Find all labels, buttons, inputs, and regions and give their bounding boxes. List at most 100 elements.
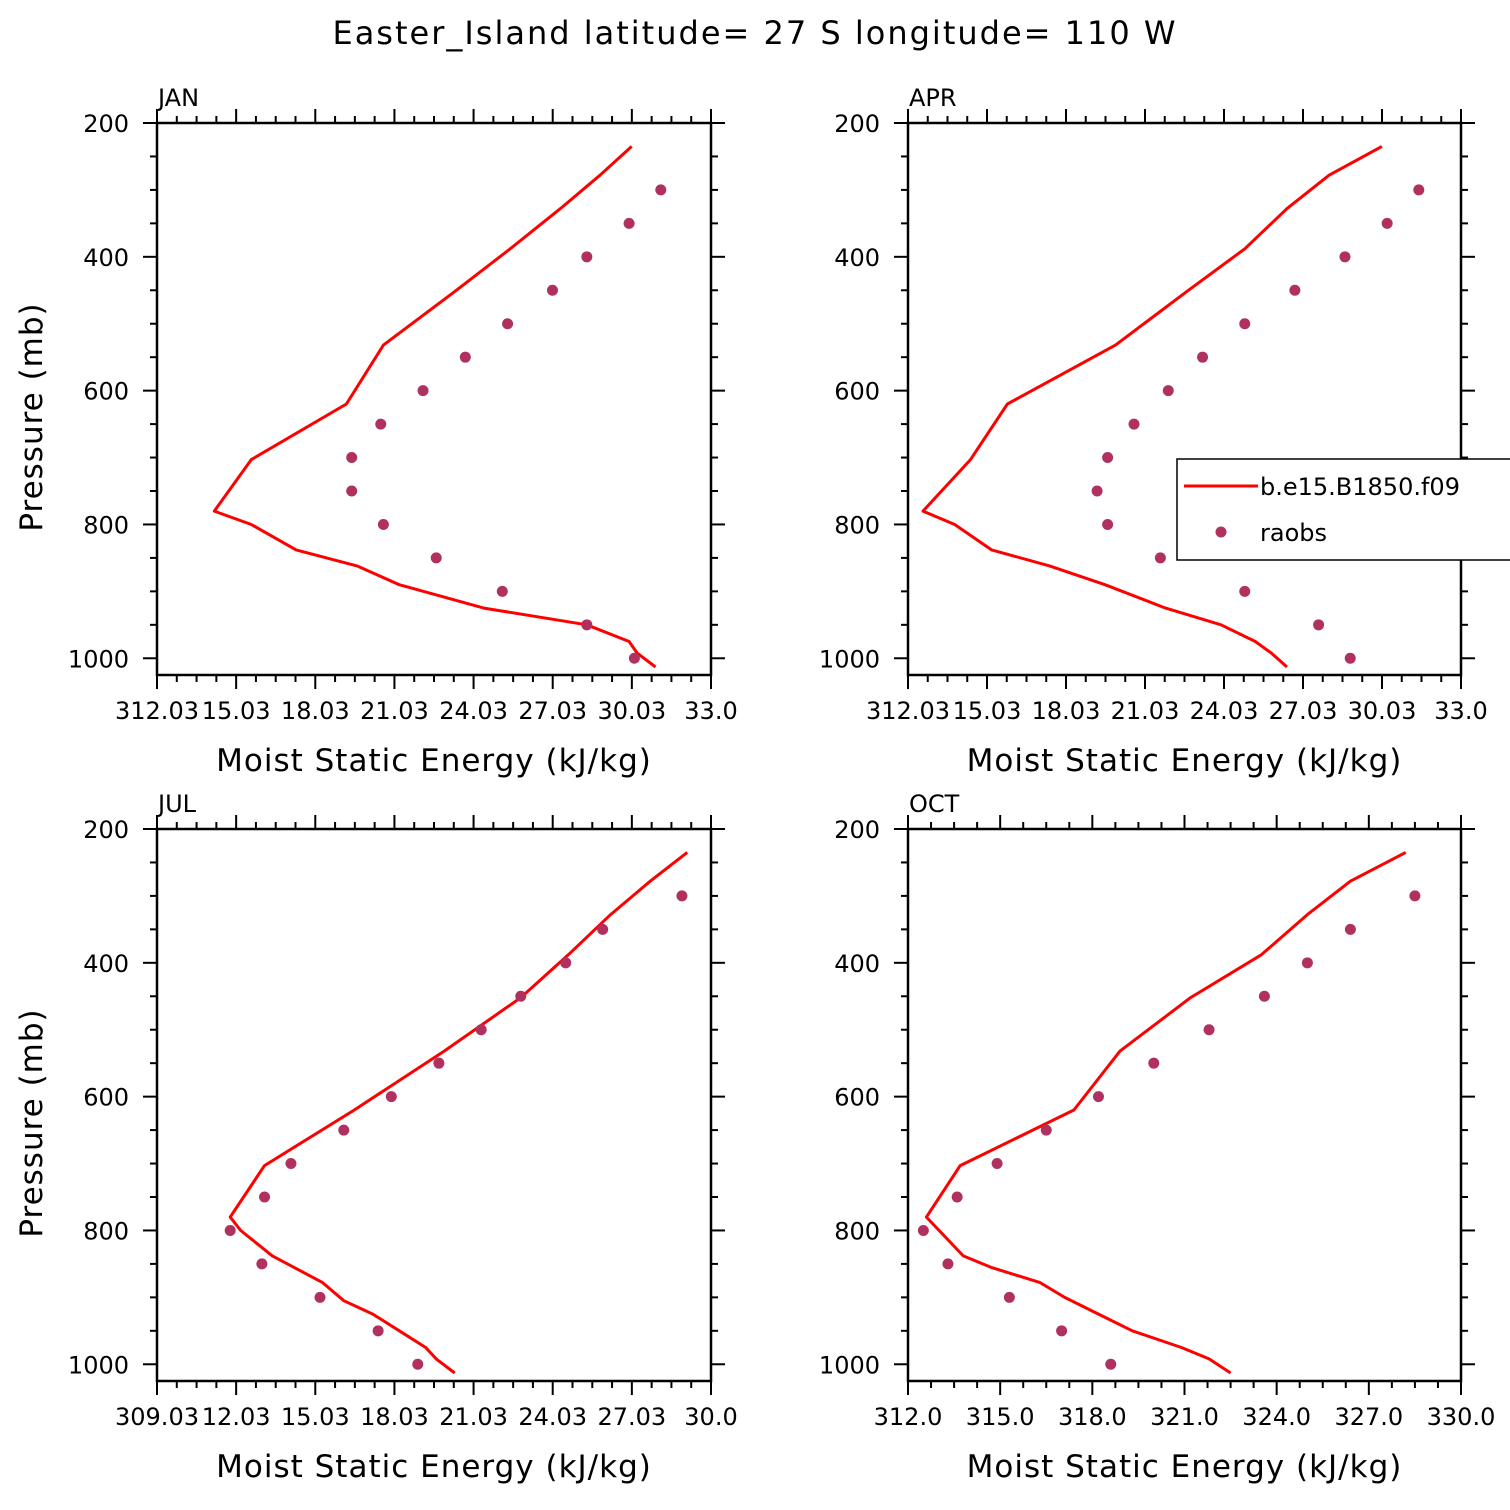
- y-tick-label: 1000: [819, 1351, 880, 1379]
- x-tick-label: 30.03: [1348, 697, 1417, 725]
- panel-oct: OCT 312.0 315.0 318.0 321.0 324.0 327.0 330.0 20…: [819, 790, 1495, 1485]
- x-tick-label: 330.0: [1427, 1403, 1496, 1431]
- x-tick-label: 33.0: [1434, 697, 1487, 725]
- raobs-point: [285, 1158, 297, 1170]
- plot-frame: [155, 121, 713, 677]
- x-tick-label: 321.0: [1150, 1403, 1219, 1431]
- model-series-line: [212, 145, 657, 669]
- panel-label: APR: [909, 84, 957, 112]
- y-tick-label: 1000: [68, 645, 129, 673]
- y-tick-label: 600: [83, 378, 129, 406]
- x-tick-label: 312.03: [866, 697, 950, 725]
- y-tick-label: 200: [83, 110, 129, 138]
- x-tick-label: 27.03: [1269, 697, 1338, 725]
- raobs-point: [459, 351, 471, 363]
- figure-title: Easter_Island latitude= 27 S longitude= …: [332, 14, 1177, 52]
- raobs-point: [377, 518, 389, 530]
- x-axis-label: Moist Static Energy (kJ/kg): [967, 743, 1403, 779]
- raobs-point: [1040, 1124, 1052, 1136]
- x-tick-label: 324.0: [1242, 1403, 1311, 1431]
- raobs-point: [1056, 1325, 1068, 1337]
- x-tick-label: 315.0: [966, 1403, 1035, 1431]
- raobs-point: [628, 652, 640, 664]
- raobs-point: [385, 1091, 397, 1103]
- raobs-point: [515, 990, 527, 1002]
- x-tick-label: 33.0: [684, 697, 737, 725]
- y-axis-label: Pressure (mb): [14, 1008, 50, 1237]
- raobs-point: [917, 1224, 929, 1236]
- raobs-point: [224, 1224, 236, 1236]
- plot-frame: [906, 827, 1463, 1383]
- x-tick-label: 12.03: [202, 1403, 271, 1431]
- panel-label: OCT: [909, 790, 960, 818]
- raobs-point: [581, 251, 593, 263]
- x-tick-label: 21.03: [439, 1403, 508, 1431]
- x-axis-label: Moist Static Energy (kJ/kg): [216, 1449, 652, 1485]
- raobs-point: [1102, 518, 1114, 530]
- x-tick-label: 24.03: [1190, 697, 1259, 725]
- raobs-point: [475, 1024, 487, 1036]
- raobs-point: [991, 1158, 1003, 1170]
- x-tick-label: 27.03: [597, 1403, 666, 1431]
- raobs-point: [412, 1358, 424, 1370]
- x-tick-label: 21.03: [360, 697, 429, 725]
- x-tick-label: 18.03: [360, 1403, 429, 1431]
- raobs-point: [433, 1057, 445, 1069]
- raobs-point: [1197, 351, 1209, 363]
- x-tick-label: 30.03: [597, 697, 666, 725]
- y-tick-label: 600: [83, 1084, 129, 1112]
- raobs-point: [1092, 1091, 1104, 1103]
- x-tick-label: 27.03: [518, 697, 587, 725]
- panel-label: JAN: [156, 84, 199, 112]
- raobs-point: [1344, 652, 1356, 664]
- raobs-point: [1339, 251, 1351, 263]
- raobs-point: [1409, 890, 1421, 902]
- y-tick-label: 1000: [819, 645, 880, 673]
- raobs-point: [375, 418, 387, 430]
- y-tick-label: 800: [834, 511, 880, 539]
- raobs-point: [1091, 485, 1103, 497]
- y-tick-label: 400: [83, 950, 129, 978]
- raobs-point: [676, 890, 688, 902]
- raobs-point: [1239, 585, 1251, 597]
- x-axis-label: Moist Static Energy (kJ/kg): [967, 1449, 1403, 1485]
- x-tick-label: 24.03: [518, 1403, 587, 1431]
- raobs-point: [417, 385, 429, 397]
- plot-frame: [906, 121, 1463, 677]
- raobs-point: [430, 552, 442, 564]
- x-tick-label: 312.0: [874, 1403, 943, 1431]
- x-tick-label: 15.03: [281, 1403, 350, 1431]
- legend: b.e15.B1850.f09 raobs: [1176, 458, 1510, 561]
- raobs-point: [581, 619, 593, 631]
- y-tick-label: 800: [83, 511, 129, 539]
- y-tick-label: 400: [834, 950, 880, 978]
- raobs-point: [655, 184, 667, 196]
- raobs-point: [314, 1291, 326, 1303]
- raobs-point: [1154, 552, 1166, 564]
- y-tick-label: 800: [834, 1217, 880, 1245]
- raobs-point: [1289, 284, 1301, 296]
- y-tick-label: 400: [83, 244, 129, 272]
- raobs-point: [1344, 923, 1356, 935]
- x-tick-label: 309.03: [115, 1403, 199, 1431]
- raobs-point: [1258, 990, 1270, 1002]
- legend-obs-label: raobs: [1260, 519, 1327, 547]
- raobs-point: [942, 1258, 954, 1270]
- x-tick-label: 318.0: [1058, 1403, 1127, 1431]
- x-tick-label: 15.03: [953, 697, 1022, 725]
- model-series-line: [921, 145, 1383, 669]
- x-tick-label: 15.03: [202, 697, 271, 725]
- raobs-point: [372, 1325, 384, 1337]
- plot-frame: [155, 827, 713, 1383]
- y-tick-label: 200: [834, 110, 880, 138]
- raobs-point: [1148, 1057, 1160, 1069]
- y-tick-label: 1000: [68, 1351, 129, 1379]
- raobs-point: [259, 1191, 271, 1203]
- raobs-point: [338, 1124, 350, 1136]
- y-tick-label: 600: [834, 1084, 880, 1112]
- panel-jan: JAN 312.03 15.03 18.03 21.03 24.03 27.03 30.03 3…: [14, 84, 738, 779]
- raobs-point: [1413, 184, 1425, 196]
- x-tick-label: 24.03: [439, 697, 508, 725]
- raobs-point: [346, 452, 358, 464]
